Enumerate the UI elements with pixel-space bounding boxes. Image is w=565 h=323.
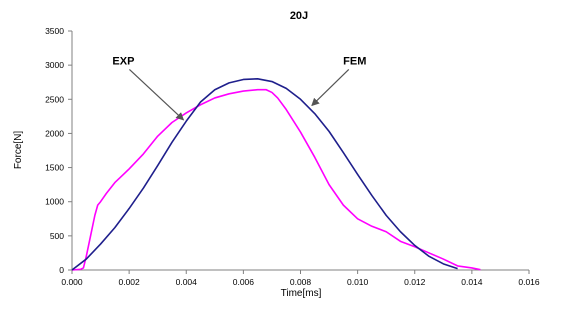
y-axis-title: Force[N] (13, 131, 24, 170)
annotation-label-exp: EXP (112, 55, 134, 67)
x-tick-label: 0.010 (347, 277, 369, 287)
x-tick-label: 0.002 (118, 277, 140, 287)
series-line-fem (71, 78, 458, 271)
x-ticks: 0.000 0.002 0.004 0.006 0.008 0.010 0.012 0.014… (61, 270, 540, 287)
y-tick-label: 1500 (45, 163, 64, 173)
x-tick-label: 0.012 (404, 277, 426, 287)
x-tick-label: 0.008 (290, 277, 312, 287)
y-tick-label: 1000 (45, 197, 64, 207)
annotation-label-fem: FEM (343, 55, 366, 67)
x-axis-title: Time[ms] (281, 288, 322, 299)
y-tick-label: 3000 (45, 60, 64, 70)
y-tick-label: 500 (50, 231, 64, 241)
y-tick-label: 2000 (45, 128, 64, 138)
x-tick-label: 0.014 (461, 277, 483, 287)
annotation-layer: EXP FEM (112, 55, 366, 121)
annotation-arrow-fem (311, 69, 350, 107)
annotation-arrow-exp (129, 69, 185, 121)
y-ticks: 0 500 1000 1500 2000 2500 3000 3500 (45, 26, 72, 275)
x-tick-label: 0.006 (233, 277, 255, 287)
series-layer (71, 78, 481, 271)
x-tick-label: 0.016 (518, 277, 540, 287)
x-tick-label: 0.004 (176, 277, 198, 287)
chart-title: 20J (290, 10, 308, 22)
y-tick-label: 3500 (45, 26, 64, 36)
y-tick-label: 2500 (45, 94, 64, 104)
x-tick-label: 0.000 (61, 277, 83, 287)
series-line-exp (71, 88, 481, 271)
y-tick-label: 0 (59, 265, 64, 275)
